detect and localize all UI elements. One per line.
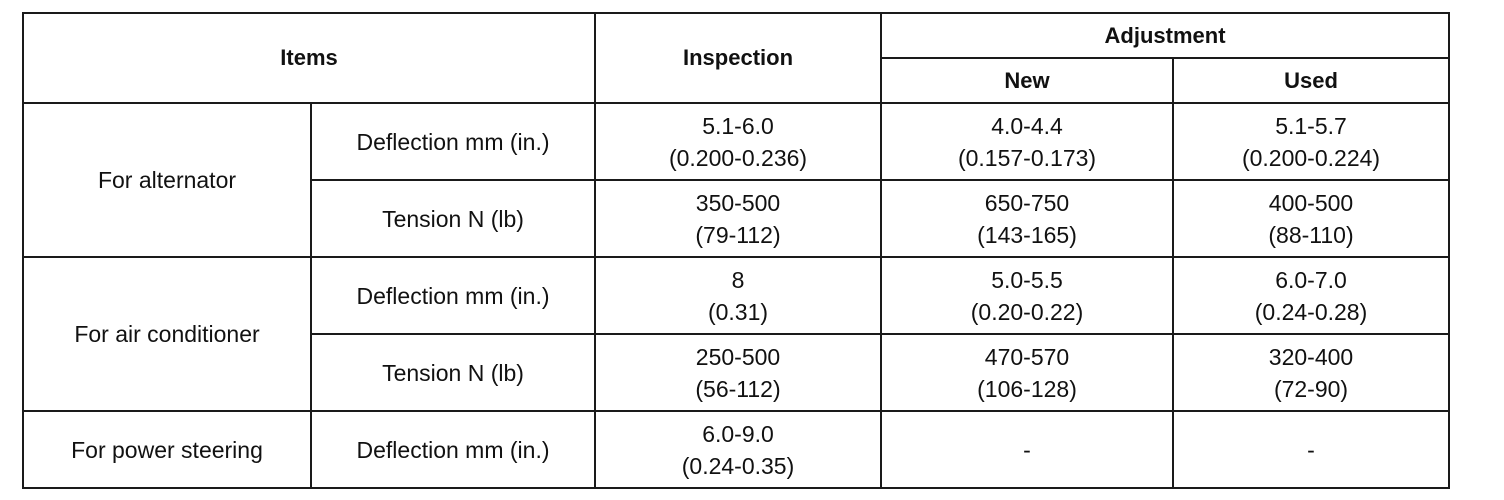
- table-row: For air conditioner Deflection mm (in.) …: [22, 256, 1451, 412]
- table-row: Tension N (lb) 250-500 (56-112) 470-570 (1…: [23, 333, 1451, 412]
- subheader-row: New Used: [23, 57, 1451, 104]
- new-cell: 650-750 (143-165): [880, 179, 1175, 258]
- inspection-cell: 8 (0.31): [594, 256, 883, 335]
- inspection-cell: 350-500 (79-112): [594, 179, 883, 258]
- item-cell: Deflection mm (in.): [309, 410, 597, 489]
- used-cell: 320-400 (72-90): [1172, 333, 1451, 412]
- inspection-cell: 5.1-6.0 (0.200-0.236): [594, 102, 883, 181]
- item-cell: Tension N (lb): [309, 333, 597, 412]
- item-cell: Deflection mm (in.): [309, 256, 597, 335]
- new-cell: 470-570 (106-128): [880, 333, 1175, 412]
- header-row: Items Inspection Adjustment: [21, 12, 1451, 104]
- used-cell: 400-500 (88-110): [1172, 179, 1451, 258]
- used-cell: 6.0-7.0 (0.24-0.28): [1172, 256, 1451, 335]
- group-cell: For alternator: [22, 102, 312, 258]
- belt-spec-table: Items Inspection Adjustment New Used For…: [21, 12, 1451, 489]
- new-cell: 5.0-5.5 (0.20-0.22): [880, 256, 1175, 335]
- item-cell: Tension N (lb): [309, 179, 597, 258]
- header-items: Items: [21, 12, 597, 104]
- group-cell: For air conditioner: [22, 256, 312, 412]
- item-cell: Deflection mm (in.): [309, 102, 597, 181]
- group-cell: For power steering: [22, 410, 312, 489]
- used-cell: 5.1-5.7 (0.200-0.224): [1172, 102, 1451, 181]
- header-used: Used: [1172, 57, 1451, 104]
- inspection-cell: 250-500 (56-112): [594, 333, 883, 412]
- table-row: For power steering Deflection mm (in.) 6…: [22, 410, 1451, 489]
- table-row: For alternator Deflection mm (in.) 5.1-6…: [22, 102, 1451, 258]
- header-adjustment: Adjustment: [880, 12, 1451, 59]
- header-inspection: Inspection: [594, 12, 883, 104]
- new-cell: 4.0-4.4 (0.157-0.173): [880, 102, 1175, 181]
- inspection-cell: 6.0-9.0 (0.24-0.35): [594, 410, 883, 489]
- table-row: Tension N (lb) 350-500 (79-112) 650-750 (1…: [23, 179, 1451, 258]
- used-cell: -: [1172, 410, 1451, 489]
- new-cell: -: [880, 410, 1175, 489]
- header-new: New: [880, 57, 1175, 104]
